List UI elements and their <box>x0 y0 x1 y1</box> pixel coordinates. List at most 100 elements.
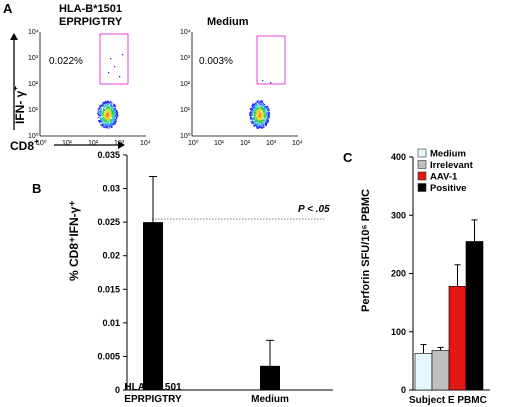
flow-event <box>260 102 262 104</box>
panel-c-bar <box>465 241 484 391</box>
flow-event <box>255 116 257 118</box>
flow-event <box>111 124 113 126</box>
flow-event <box>104 111 107 113</box>
flow-event <box>252 118 254 120</box>
flow-event <box>267 115 269 117</box>
flow-event <box>256 109 258 111</box>
flow-event <box>103 124 105 127</box>
flow-event <box>259 113 261 116</box>
flow-event <box>262 104 264 107</box>
flow-event <box>103 126 106 129</box>
flow-event <box>260 120 263 122</box>
flow-event <box>105 106 107 108</box>
flow-event <box>259 124 261 127</box>
flow-event <box>102 105 104 108</box>
panel-c-legend-swatch <box>417 160 427 169</box>
flow-event <box>104 104 107 106</box>
flow-event <box>100 111 103 113</box>
panel-b-x-category-label: HLA-B*1501 <box>124 382 182 393</box>
flow-event <box>257 100 259 102</box>
flow-event <box>261 114 263 116</box>
flow-event <box>264 105 266 108</box>
flow-event <box>251 105 253 107</box>
flow-event <box>259 122 261 124</box>
flow-event <box>264 103 266 106</box>
flow-event <box>100 109 102 112</box>
flow-event <box>259 100 262 102</box>
flow-event <box>252 109 254 111</box>
flow-event <box>107 103 109 105</box>
flow-event <box>251 114 254 116</box>
flow-event <box>258 121 260 123</box>
flow-event <box>264 113 266 116</box>
flow-event <box>102 118 104 121</box>
flow-event <box>107 116 109 118</box>
flow-event <box>107 124 109 126</box>
flow-event <box>104 126 106 128</box>
panel-c-y-tick-label: 0 <box>401 385 406 395</box>
flow-event <box>100 110 102 113</box>
flow-event <box>250 108 253 111</box>
flow-event <box>252 106 254 109</box>
flow-event <box>107 122 109 124</box>
flow-event <box>263 110 265 112</box>
flow-event <box>256 100 258 103</box>
flow-event <box>268 113 271 115</box>
flow-event <box>113 121 115 124</box>
panel-c-chart: Perforin SFU/10⁶ PBMC Subject E PBMC 0 10… <box>360 148 490 406</box>
flow-event <box>251 113 253 115</box>
panel-b-y-tick-label: 0.005 <box>97 351 120 361</box>
flow-event <box>252 118 255 120</box>
panel-c-legend-swatch <box>417 171 427 181</box>
flow-event <box>112 117 115 120</box>
flow-event <box>255 118 257 120</box>
flow-event <box>103 118 105 120</box>
flow-event <box>268 117 270 119</box>
flow-event <box>109 100 112 103</box>
flow-event <box>259 126 261 128</box>
flow-event <box>103 109 106 111</box>
flow-event <box>101 118 104 120</box>
flow-event <box>102 110 105 112</box>
flow-event <box>113 114 115 116</box>
flow-event <box>268 109 270 111</box>
flow-event <box>113 113 116 115</box>
flow-event <box>262 110 264 112</box>
panel-c-letter: C <box>343 150 353 165</box>
flow-event <box>263 126 265 128</box>
plot1-x-tick: 10⁰ <box>36 139 47 147</box>
flow-event <box>114 122 116 124</box>
flow-event <box>106 115 108 117</box>
flow-event <box>260 117 262 120</box>
flow-event <box>266 111 268 113</box>
flow-event <box>112 118 114 120</box>
flow-event <box>260 101 262 103</box>
flow-event <box>110 108 112 110</box>
flow-event <box>265 118 268 120</box>
panel-c-legend-swatch <box>417 148 427 158</box>
flow-event <box>254 115 256 117</box>
flow-event <box>104 120 106 123</box>
flow-event <box>259 125 261 128</box>
panel-b-x-category-label: Medium <box>251 394 289 405</box>
flow-event <box>260 124 262 126</box>
gate-event <box>122 54 124 56</box>
flow-event <box>259 118 262 120</box>
flow-event <box>254 104 256 106</box>
flow-event <box>111 106 113 109</box>
flow-event <box>268 116 271 118</box>
plot1-title-line2: EPRPIGTRY <box>59 16 123 28</box>
panel-c-legend-label: Positive <box>430 183 466 194</box>
flow-event <box>99 118 102 120</box>
flow-event <box>262 114 265 116</box>
flow-event <box>102 119 105 121</box>
gate-event <box>119 76 121 78</box>
flow-event <box>257 113 259 115</box>
flow-event <box>260 109 262 112</box>
flow-event <box>259 111 261 114</box>
flow-event <box>252 122 254 125</box>
flow-event <box>110 114 112 116</box>
flow-event <box>255 102 257 104</box>
flow-event <box>113 103 115 105</box>
flow-event <box>268 112 270 114</box>
